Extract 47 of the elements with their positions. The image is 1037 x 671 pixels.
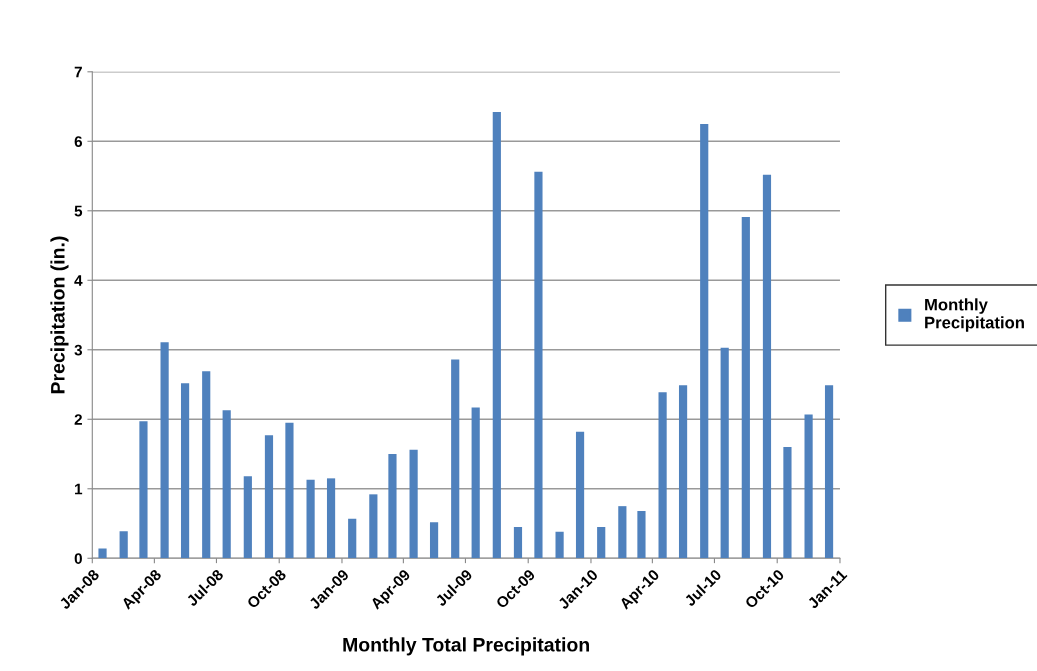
bar — [618, 506, 627, 559]
bar — [388, 454, 397, 559]
bar — [804, 414, 813, 559]
bar — [720, 347, 729, 559]
bar — [637, 511, 646, 559]
y-tick-label: 0 — [74, 553, 82, 564]
bar — [824, 385, 834, 559]
bar — [555, 531, 564, 559]
bar — [429, 522, 439, 559]
y-tick-label: 1 — [75, 483, 83, 495]
y-tick-label: 3 — [74, 344, 83, 356]
bar — [180, 383, 190, 559]
bar — [98, 548, 107, 559]
bar — [471, 407, 480, 559]
bar — [409, 449, 418, 559]
bar — [264, 435, 274, 559]
y-axis-title: Precipitation (in.) — [50, 236, 69, 394]
bar — [575, 431, 585, 559]
bar — [139, 421, 148, 559]
bar — [243, 476, 252, 559]
bar — [492, 112, 501, 559]
bar — [700, 123, 709, 559]
y-tick-label: 7 — [74, 66, 82, 78]
bar — [160, 342, 169, 559]
y-tick-label: 4 — [74, 275, 83, 286]
bar — [513, 527, 523, 559]
bar — [326, 478, 336, 559]
bar — [306, 479, 315, 559]
y-tick-label: 6 — [74, 136, 83, 147]
y-tick-label: 5 — [74, 205, 83, 217]
bar — [222, 410, 231, 559]
x-axis-title: Monthly Total Precipitation — [343, 637, 589, 656]
bar — [534, 171, 543, 559]
bar — [741, 217, 750, 559]
legend-label: Monthly Precipitation — [925, 298, 1024, 332]
bar — [202, 371, 211, 559]
bar — [119, 531, 128, 559]
bar — [369, 494, 378, 559]
bar — [597, 527, 606, 559]
bar — [348, 518, 357, 559]
bar — [658, 392, 667, 559]
bar — [678, 385, 688, 559]
bar — [451, 359, 460, 559]
bar — [783, 447, 792, 559]
bar — [285, 422, 294, 559]
bar — [762, 174, 772, 559]
y-tick-label: 2 — [74, 414, 82, 425]
